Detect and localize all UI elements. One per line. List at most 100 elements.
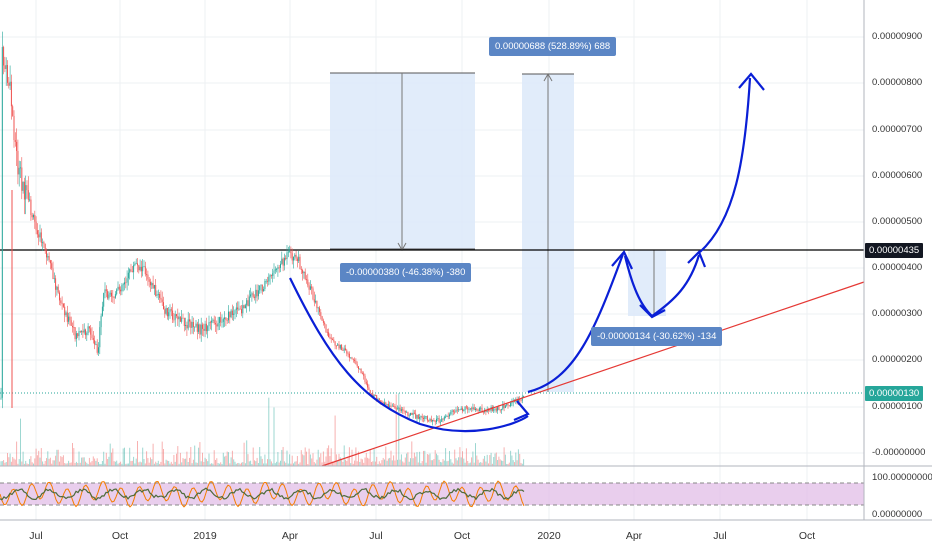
measure-box-2-arrowhead	[543, 72, 553, 82]
volume-bar	[126, 463, 128, 466]
volume-bar	[43, 463, 45, 466]
candle-body	[182, 317, 184, 319]
candle-body	[139, 266, 141, 271]
volume-bar	[172, 463, 174, 466]
candle-body	[194, 326, 196, 328]
candle-body	[462, 408, 463, 412]
drawing-moon[interactable]	[699, 77, 752, 253]
volume-bar	[42, 461, 44, 466]
volume-bar	[77, 463, 79, 466]
volume-bar	[153, 463, 155, 466]
candle-body	[303, 271, 305, 274]
candle-body	[35, 221, 37, 231]
candle-body	[164, 309, 166, 314]
candle-body	[325, 324, 327, 332]
candle-body	[111, 292, 112, 297]
volume-bar	[378, 461, 380, 466]
volume-bar	[324, 461, 326, 466]
volume-bar	[289, 454, 291, 466]
volume-bar	[55, 455, 57, 466]
volume-bar	[178, 463, 180, 466]
volume-bar	[95, 460, 97, 466]
candle-body	[163, 302, 164, 310]
volume-bar	[406, 453, 408, 466]
candle-body	[348, 353, 350, 358]
volume-bar	[499, 459, 501, 466]
trendline[interactable]	[321, 281, 865, 467]
volume-bar	[428, 454, 430, 466]
candle-body	[477, 410, 479, 412]
volume-bar	[218, 463, 220, 466]
price-tick: 0.00000400	[872, 262, 923, 273]
candle-body	[3, 47, 5, 66]
candle-body	[7, 65, 8, 83]
volume-bar	[83, 457, 85, 466]
candle-body	[459, 409, 461, 411]
candle-body	[460, 408, 462, 411]
candle-body	[104, 289, 106, 293]
candle-body	[502, 404, 504, 410]
volume-bar	[109, 443, 111, 466]
volume-bar	[446, 461, 448, 466]
candle-body	[231, 310, 233, 315]
candle-body	[66, 312, 68, 322]
measure-label-1: -0.00000380 (-46.38%) -380	[340, 263, 472, 282]
volume-bar	[203, 461, 205, 466]
volume-bar	[430, 460, 432, 466]
candle-body	[179, 316, 181, 322]
volume-bar	[169, 463, 171, 466]
candle-body	[208, 322, 210, 327]
volume-bar	[465, 448, 467, 466]
candle-body	[62, 303, 64, 307]
candle-body	[229, 311, 231, 318]
volume-bar	[252, 447, 254, 466]
drawing-rise[interactable]	[651, 254, 701, 317]
volume-bar	[146, 451, 148, 466]
volume-bar	[229, 463, 231, 466]
candle-body	[152, 283, 154, 289]
volume-bar	[231, 450, 233, 466]
drawing-cup-curve[interactable]	[289, 277, 529, 433]
volume-bar	[117, 463, 119, 466]
candle-body	[455, 409, 457, 413]
volume-bar	[411, 441, 413, 466]
candle-body	[282, 258, 284, 266]
volume-bar	[199, 442, 201, 466]
candle-body	[135, 263, 137, 265]
candle-body	[407, 411, 409, 416]
candle-body	[213, 319, 215, 324]
volume-bar	[404, 457, 406, 466]
volume-bar	[66, 463, 68, 466]
volume-bar	[181, 462, 183, 466]
volume-bar	[307, 463, 309, 466]
volume-bar	[56, 449, 58, 466]
volume-bar	[285, 462, 287, 466]
price-axis[interactable]: 0.00000900 0.00000800 0.00000700 0.00000…	[864, 0, 932, 550]
candle-body	[30, 199, 32, 215]
volume-bar	[92, 456, 94, 466]
candle-body	[294, 254, 296, 257]
candle-body	[122, 284, 124, 286]
candle-body	[252, 293, 254, 297]
volume-bar	[185, 458, 187, 466]
candle-body	[250, 294, 252, 297]
volume-bar	[27, 463, 29, 466]
candle-body	[475, 408, 476, 411]
candle-body	[432, 420, 434, 422]
candle-body	[150, 281, 151, 286]
candle-body	[48, 256, 50, 261]
candle-body	[345, 348, 346, 351]
candle-body	[88, 326, 90, 329]
drawing-bounce-up[interactable]	[527, 253, 625, 394]
candle-body	[521, 396, 523, 401]
volume-bar	[73, 448, 75, 466]
volume-bar	[398, 393, 400, 466]
time-tick: 2020	[537, 530, 561, 542]
volume-bar	[36, 455, 38, 466]
volume-bar	[308, 448, 310, 466]
measure-box-3[interactable]	[628, 250, 666, 316]
volume-bar	[403, 462, 405, 466]
candlesticks[interactable]	[0, 31, 525, 427]
volume-bar	[471, 457, 473, 466]
